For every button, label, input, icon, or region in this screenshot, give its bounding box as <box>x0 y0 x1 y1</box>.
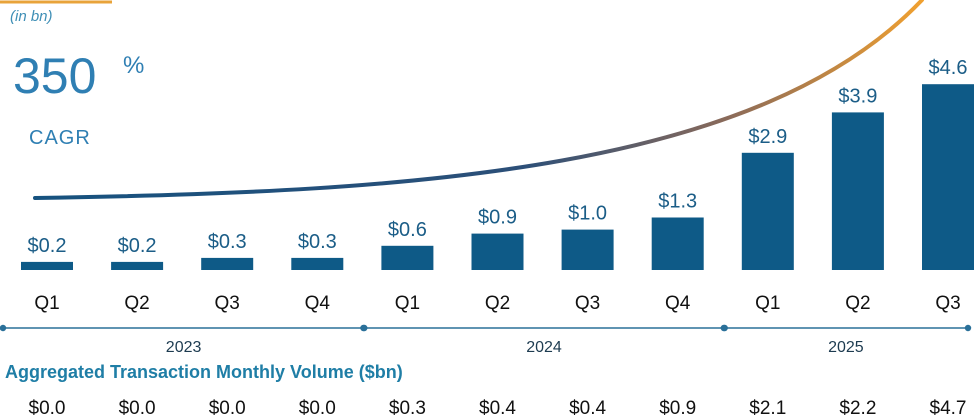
bar-value-label: $3.9 <box>838 85 877 107</box>
bar-3 <box>201 257 254 270</box>
year-timeline-end-dot <box>964 324 972 332</box>
growth-trend-curve <box>33 0 924 200</box>
year-label-2023: 2023 <box>166 339 202 356</box>
x-tick-label: Q2 <box>485 293 510 314</box>
bar-value-label: $4.6 <box>929 57 968 79</box>
aggregated-volume-row: $0.0 $0.0 $0.0 $0.0 $0.3 $0.4 $0.4 $0.9 $2.1 $2.2… <box>29 398 967 419</box>
x-tick-label: Q1 <box>34 293 59 314</box>
x-tick-label: Q3 <box>575 293 600 314</box>
bar-value-label: $1.0 <box>568 203 607 225</box>
aggregated-volume-value: $0.0 <box>119 398 156 419</box>
bar-value-label: $1.3 <box>658 191 697 213</box>
cagr-value: 350 <box>13 48 96 104</box>
aggregated-volume-value: $2.1 <box>749 398 786 419</box>
aggregated-volume-value: $0.4 <box>479 398 516 419</box>
x-tick-label: Q3 <box>935 293 960 314</box>
bar-6 <box>471 233 524 270</box>
bar-value-labels: $0.2 $0.2 $0.3 $0.3 $0.6 $0.9 $1.0 $1.3 $2.9 $3.9… <box>28 57 968 257</box>
bar-11 <box>922 84 974 270</box>
aggregated-volume-value: $0.0 <box>299 398 336 419</box>
aggregated-volume-value: $0.0 <box>209 398 246 419</box>
aggregated-volume-value: $2.2 <box>839 398 876 419</box>
bar-5 <box>381 245 434 270</box>
cagr-percent-symbol: % <box>123 52 144 79</box>
x-axis-ticks: Q1 Q2 Q3 Q4 Q1 Q2 Q3 Q4 Q1 Q2 Q3 <box>34 293 960 314</box>
aggregated-volume-title: Aggregated Transaction Monthly Volume ($… <box>5 362 403 382</box>
bar-value-label: $0.2 <box>118 235 157 257</box>
bar-1 <box>21 261 73 270</box>
bar-value-label: $0.2 <box>28 235 67 257</box>
x-tick-label: Q3 <box>215 293 240 314</box>
bars-group <box>21 84 974 271</box>
x-tick-label: Q1 <box>755 293 780 314</box>
aggregated-volume-value: $0.0 <box>29 398 66 419</box>
year-timeline-start-dot <box>0 324 7 332</box>
bar-9 <box>741 152 794 270</box>
x-tick-label: Q1 <box>395 293 420 314</box>
year-timeline-start-dot <box>720 324 727 332</box>
aggregated-volume-value: $0.9 <box>659 398 696 419</box>
x-tick-label: Q4 <box>305 293 331 314</box>
year-timeline: 2023 2024 2025 <box>0 324 972 356</box>
bar-value-label: $2.9 <box>748 126 787 148</box>
bar-value-label: $0.3 <box>208 231 247 253</box>
bar-8 <box>651 217 704 270</box>
year-label-2025: 2025 <box>828 339 864 356</box>
year-label-2024: 2024 <box>526 339 562 356</box>
bar-value-label: $0.3 <box>298 231 337 253</box>
bar-value-label: $0.9 <box>478 207 517 229</box>
unit-note: (in bn) <box>10 8 53 25</box>
aggregated-volume-value: $4.7 <box>930 398 967 419</box>
aggregated-volume-value: $0.4 <box>569 398 606 419</box>
cagr-label: CAGR <box>29 127 91 149</box>
bar-value-label: $0.6 <box>388 219 427 241</box>
x-tick-label: Q2 <box>845 293 870 314</box>
x-tick-label: Q2 <box>124 293 149 314</box>
bar-7 <box>561 229 614 270</box>
bar-4 <box>291 257 344 270</box>
year-timeline-start-dot <box>360 324 367 332</box>
bar-2 <box>111 261 164 270</box>
aggregated-volume-value: $0.3 <box>389 398 426 419</box>
bar-10 <box>831 112 884 271</box>
cagr-callout: 350 % CAGR <box>13 48 144 149</box>
x-tick-label: Q4 <box>665 293 691 314</box>
